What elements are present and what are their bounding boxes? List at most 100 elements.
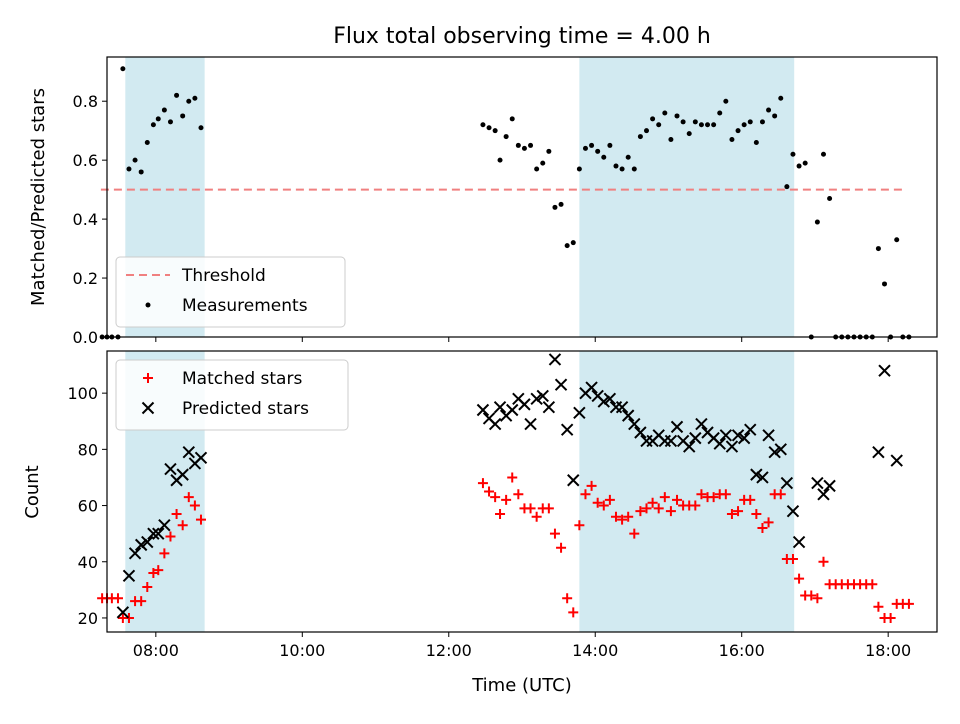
y-tick-label: 20 <box>78 609 98 628</box>
matched-stars-point <box>490 492 501 503</box>
predicted-stars-point <box>615 400 629 414</box>
measurements-point <box>662 110 668 116</box>
matched-stars-point <box>647 497 658 508</box>
matched-stars-point <box>787 553 798 564</box>
legend-label: Predicted stars <box>182 399 309 419</box>
measurements-point <box>772 113 778 119</box>
measurements-point <box>668 137 674 143</box>
measurements-point <box>820 151 826 157</box>
measurements-point <box>796 163 802 169</box>
predicted-stars-point <box>670 420 684 434</box>
predicted-stars-point <box>567 474 580 487</box>
predicted-stars-point <box>128 547 142 560</box>
measurements-point <box>486 125 492 131</box>
measurements-point <box>167 119 173 125</box>
matched-stars-point <box>159 548 170 559</box>
predicted-stars-point <box>182 445 195 459</box>
legend-box <box>115 256 346 328</box>
measurements-point <box>570 240 576 246</box>
predicted-stars-point <box>780 476 794 490</box>
measurements-point <box>735 128 741 134</box>
measurements-point <box>186 98 192 104</box>
matched-stars-point <box>543 503 554 514</box>
measurements-point <box>766 107 772 113</box>
matched-stars-point <box>751 508 762 519</box>
measurements-point <box>717 110 723 116</box>
measurements-point <box>589 142 595 148</box>
matched-stars-point <box>598 500 609 511</box>
matched-stars-point <box>531 511 542 522</box>
predicted-stars-point <box>152 527 165 540</box>
matched-stars-point <box>177 520 188 531</box>
measurements-point <box>644 128 649 134</box>
matched-stars-point <box>665 506 676 517</box>
y-tick-label: 40 <box>78 553 98 572</box>
measurements-point <box>802 160 808 166</box>
measurements-point <box>705 122 711 128</box>
x-tick-label: 08:00 <box>133 641 179 660</box>
predicted-stars-point <box>621 409 635 422</box>
measurements-point <box>613 163 619 169</box>
matched-stars-point <box>641 503 652 514</box>
matched-stars-point <box>763 517 774 528</box>
measurements-point <box>155 116 161 122</box>
measurements-point <box>601 154 607 160</box>
matched-stars-point <box>153 565 164 576</box>
matched-stars-point <box>885 612 896 623</box>
measurements-point <box>546 148 552 154</box>
matched-stars-point <box>484 486 495 497</box>
matched-stars-point <box>629 528 640 539</box>
predicted-stars-point <box>554 378 568 391</box>
measurements-point <box>875 246 881 252</box>
count-panel: 20 40 60 80 100 08:00 10:00 12:00 14:00 16:00 18:… <box>22 350 938 660</box>
predicted-stars-point <box>774 443 787 456</box>
y-tick-label: 0.2 <box>73 269 98 288</box>
matched-stars-point <box>112 593 123 604</box>
predicted-stars-point <box>548 353 562 366</box>
x-axis-label: Time (UTC) <box>471 675 572 696</box>
matched-stars-point <box>142 582 153 593</box>
legend-label: Matched stars <box>182 369 302 389</box>
predicted-stars-point <box>811 476 824 490</box>
predicted-stars-point <box>762 429 775 442</box>
matched-stars-point <box>867 579 878 590</box>
predicted-stars-point <box>750 468 763 481</box>
chart-title: Flux total observing time = 4.00 h <box>333 24 711 49</box>
matched-stars-point <box>183 492 194 503</box>
matched-stars-point <box>610 511 621 522</box>
matched-stars-point <box>672 494 683 505</box>
predicted-stars-point <box>536 389 549 403</box>
measurements-point <box>120 66 126 72</box>
shaded-interval-1 <box>579 57 795 337</box>
predicted-stars-point <box>518 398 531 411</box>
matched-stars-point <box>562 593 573 604</box>
matched-stars-point <box>720 489 731 500</box>
measurements-point <box>674 113 680 119</box>
matched-stars-point <box>733 506 744 517</box>
predicted-stars-point <box>573 406 586 420</box>
count-panel-frame <box>106 350 938 633</box>
measurements-point <box>686 131 692 137</box>
measurements-point <box>656 122 662 128</box>
measurements-point <box>595 148 601 154</box>
x-tick-label: 12:00 <box>426 641 472 660</box>
matched-stars-point <box>586 480 597 491</box>
measurements-point <box>692 119 698 125</box>
matched-stars-point <box>477 478 488 489</box>
predicted-stars-point <box>116 606 130 619</box>
predicted-stars-point <box>603 392 617 405</box>
predicted-stars-point <box>560 423 574 436</box>
ratio-panel: 0.00.20.40.60.8 Matched/Predicted stars … <box>28 56 938 347</box>
legend-swatch <box>145 302 151 308</box>
matched-stars-point <box>556 542 567 553</box>
predicted-stars-point <box>597 395 610 408</box>
matched-stars-point <box>568 607 579 618</box>
matched-stars-point <box>794 573 805 584</box>
matched-stars-point <box>659 492 670 503</box>
legend-label: Measurements <box>182 296 308 316</box>
measurements-point <box>132 157 138 163</box>
predicted-stars-point <box>768 445 781 459</box>
measurements-point <box>827 195 833 201</box>
